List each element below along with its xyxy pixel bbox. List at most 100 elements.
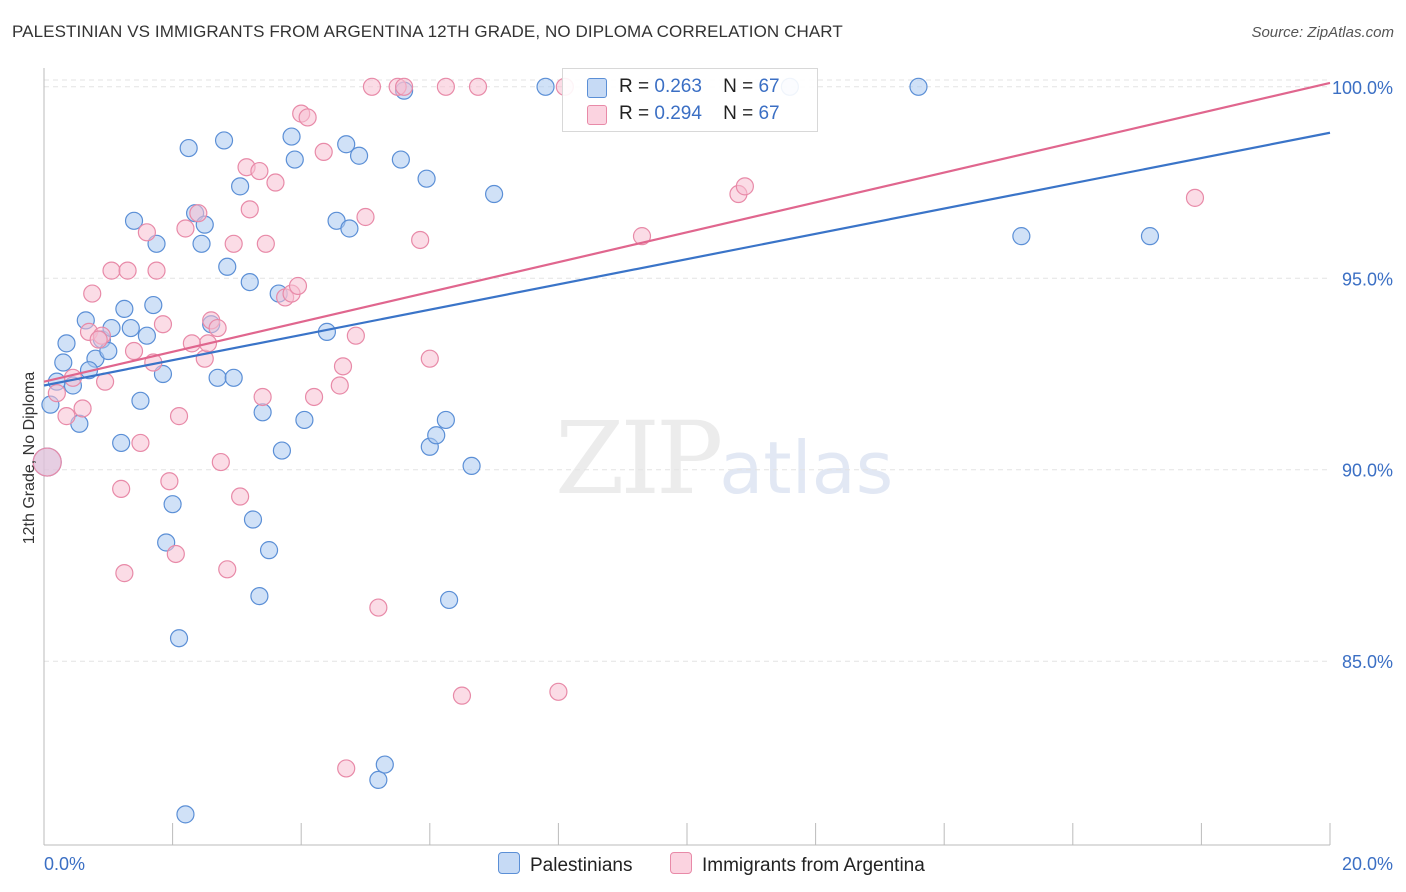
argentina-point [153,315,173,334]
palestinian-point [250,586,269,606]
palestinian-point [112,433,131,453]
palestinian-point [417,169,436,188]
bottom-legend-argentina[interactable]: Immigrants from Argentina [670,852,925,877]
watermark-atlas: atlas [719,426,894,510]
argentina-point [420,349,439,368]
palestinian-point [259,541,279,560]
palestinian-point [57,334,76,353]
y-tick-label: 85.0% [1342,652,1393,672]
legend-n-label: N = [723,103,754,124]
watermark: ZIPatlas [555,400,893,517]
argentina-point [137,223,156,242]
argentina-point [266,173,285,192]
legend-n-value: 67 [758,76,780,97]
argentina-point [333,357,353,376]
palestinian-point [340,219,359,238]
argentina-point [346,326,365,345]
argentina-point [288,276,308,296]
x-tick-label: 0.0% [44,854,85,874]
argentina-point [166,544,185,564]
legend-r-value: 0.294 [654,103,702,124]
stats-legend: R = 0.263 N = 67 R = 0.294 N = 67 [562,68,818,132]
palestinian-point [1140,227,1160,246]
argentina-point [147,261,166,280]
palestinian-point [169,629,189,648]
chart-source: Source: ZipAtlas.com [1251,24,1394,41]
palestinian-point [240,272,259,292]
y-axis-label: 12th Grade, No Diploma [21,371,38,545]
palestinian-point [272,441,292,460]
palestinian-point [224,368,243,387]
palestinian-point [137,326,156,345]
argentina-point [369,598,388,617]
palestinian-point [375,755,394,774]
argentina-point [47,384,66,403]
palestinian-point [214,131,234,150]
argentina-point [250,161,269,181]
palestinian-point [282,127,301,146]
palestinian-point [536,77,555,96]
argentina-point [124,341,144,361]
legend-text-blue: R = 0.263 N = 67 [619,76,780,98]
argentina-trendline [43,81,1331,383]
argentina-point [362,77,382,96]
palestinian-point [253,403,272,422]
palestinian-point [218,257,237,276]
palestinian-point [208,368,227,387]
argentina-point [169,407,189,426]
legend-text-pink: R = 0.294 N = 67 [619,103,780,125]
argentina-point [304,387,324,407]
argentina-point [218,560,237,579]
argentina-point [118,261,137,280]
palestinian-point [462,456,481,476]
palestinian-point [427,426,446,445]
argentina-point [436,77,455,96]
argentina-point [231,487,250,506]
argentina-point [89,330,108,349]
y-tick-label: 90.0% [1342,461,1393,481]
bottom-swatch-blue [498,852,520,874]
argentina-point [549,682,568,701]
argentina-point [256,234,275,253]
palestinian-point [485,184,504,204]
palestinian-point [144,295,163,315]
y-tick-label: 100.0% [1332,78,1393,98]
argentina-point [102,261,121,280]
palestinian-point [54,353,73,372]
palestinian-point [391,150,410,169]
argentina-point [330,376,349,395]
argentina-point [337,759,356,778]
argentina-point [632,227,652,246]
argentina-point [189,204,208,223]
argentina-point [253,387,272,407]
argentina-point [73,399,92,418]
legend-swatch-pink [587,105,607,125]
argentina-point [240,200,259,219]
y-tick-label: 95.0% [1342,269,1393,289]
argentina-point [356,207,375,227]
palestinian-point [243,510,263,529]
argentina-point [131,433,150,453]
argentina-point [115,564,134,583]
argentina-point [208,318,227,338]
argentina-point [394,77,414,96]
legend-n-label: N = [723,76,754,97]
argentina-point [83,284,102,303]
argentina-point [1185,188,1205,207]
palestinian-point [436,410,455,430]
legend-r-label: R = [619,103,650,124]
bottom-legend-label: Immigrants from Argentina [702,855,925,876]
argentina-point [452,686,472,705]
argentina-point [735,177,754,196]
palestinian-point [121,318,140,338]
argentina-point [32,447,62,477]
palestinian-point [176,805,195,824]
palestinian-point [131,391,150,410]
argentina-point [57,407,76,426]
bottom-swatch-pink [670,852,692,874]
argentina-point [211,452,230,472]
legend-r-label: R = [619,76,650,97]
bottom-legend-palestinians[interactable]: Palestinians [498,852,632,877]
legend-swatch-blue [587,78,607,98]
